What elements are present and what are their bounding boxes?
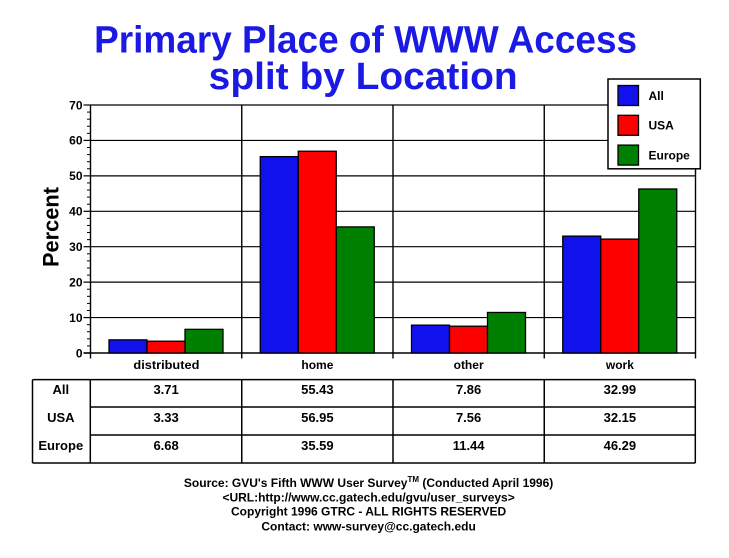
svg-text:Europe: Europe	[38, 438, 83, 453]
svg-text:home: home	[301, 358, 333, 372]
svg-text:3.71: 3.71	[153, 382, 178, 397]
svg-text:Contact: www-survey@cc.gatech.: Contact: www-survey@cc.gatech.edu	[261, 520, 475, 534]
svg-text:56.95: 56.95	[301, 410, 334, 425]
svg-text:70: 70	[69, 98, 83, 112]
svg-text:7.86: 7.86	[456, 382, 481, 397]
svg-text:32.99: 32.99	[604, 382, 637, 397]
svg-text:7.56: 7.56	[456, 410, 481, 425]
svg-text:30: 30	[69, 240, 83, 254]
svg-text:Primary Place of WWW Access: Primary Place of WWW Access	[94, 20, 637, 62]
svg-text:other: other	[454, 358, 484, 372]
svg-text:Source: GVU's Fifth WWW User S: Source: GVU's Fifth WWW User SurveyTM (C…	[184, 475, 553, 490]
svg-text:6.68: 6.68	[153, 438, 178, 453]
svg-text:10: 10	[69, 311, 83, 325]
svg-text:All: All	[52, 382, 69, 397]
svg-text:20: 20	[69, 275, 83, 289]
svg-text:3.33: 3.33	[153, 410, 178, 425]
svg-text:work: work	[605, 358, 634, 372]
svg-text:55.43: 55.43	[301, 382, 334, 397]
svg-text:60: 60	[69, 134, 83, 148]
svg-text:Copyright 1996 GTRC - ALL RIG: Copyright 1996 GTRC - ALL RIGHTS RESERVE…	[231, 505, 506, 519]
svg-text:Europe: Europe	[649, 149, 691, 163]
svg-text:46.29: 46.29	[604, 438, 637, 453]
svg-text:All: All	[649, 89, 664, 103]
svg-text:40: 40	[69, 205, 83, 219]
svg-text:50: 50	[69, 169, 83, 183]
svg-text:USA: USA	[649, 119, 675, 133]
svg-text:Percent: Percent	[39, 186, 64, 267]
svg-text:0: 0	[76, 346, 83, 360]
svg-text:USA: USA	[47, 410, 75, 425]
svg-text:distributed: distributed	[133, 358, 199, 372]
svg-text:<URL:http://www.cc.gatech.edu/: <URL:http://www.cc.gatech.edu/gvu/user_s…	[222, 491, 514, 505]
svg-text:35.59: 35.59	[301, 438, 334, 453]
svg-text:11.44: 11.44	[453, 438, 486, 453]
svg-text:32.15: 32.15	[604, 410, 637, 425]
svg-text:split by Location: split by Location	[209, 56, 518, 98]
